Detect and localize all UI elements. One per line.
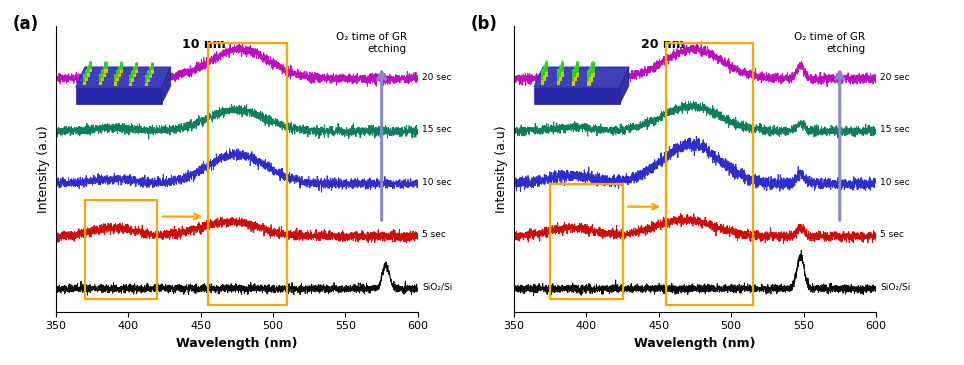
Text: 20 sec: 20 sec bbox=[422, 73, 452, 82]
Y-axis label: Intensity (a.u): Intensity (a.u) bbox=[38, 125, 50, 213]
Text: 15 sec: 15 sec bbox=[880, 125, 910, 134]
Bar bbox=[550, 184, 623, 299]
Text: 20 nm: 20 nm bbox=[641, 38, 684, 51]
Text: SiO₂/Si: SiO₂/Si bbox=[422, 283, 452, 292]
Text: 20 sec: 20 sec bbox=[880, 73, 910, 82]
Text: O₂ time of GR
etching: O₂ time of GR etching bbox=[794, 32, 865, 54]
Text: 5 sec: 5 sec bbox=[880, 230, 904, 239]
Text: SiO₂/Si: SiO₂/Si bbox=[880, 283, 911, 292]
Text: 5 sec: 5 sec bbox=[422, 230, 446, 239]
Bar bbox=[666, 43, 753, 305]
Text: 10 sec: 10 sec bbox=[880, 178, 910, 187]
Bar bbox=[208, 43, 287, 305]
Text: O₂ time of GR
etching: O₂ time of GR etching bbox=[335, 32, 407, 54]
Text: (b): (b) bbox=[470, 15, 497, 33]
Text: 15 sec: 15 sec bbox=[422, 125, 452, 134]
Text: 10 sec: 10 sec bbox=[422, 178, 452, 187]
Text: (a): (a) bbox=[13, 15, 39, 33]
X-axis label: Wavelength (nm): Wavelength (nm) bbox=[176, 337, 298, 350]
X-axis label: Wavelength (nm): Wavelength (nm) bbox=[634, 337, 756, 350]
Y-axis label: Intensity (a.u): Intensity (a.u) bbox=[495, 125, 508, 213]
Text: 10 nm: 10 nm bbox=[182, 38, 227, 51]
Bar bbox=[85, 200, 157, 299]
